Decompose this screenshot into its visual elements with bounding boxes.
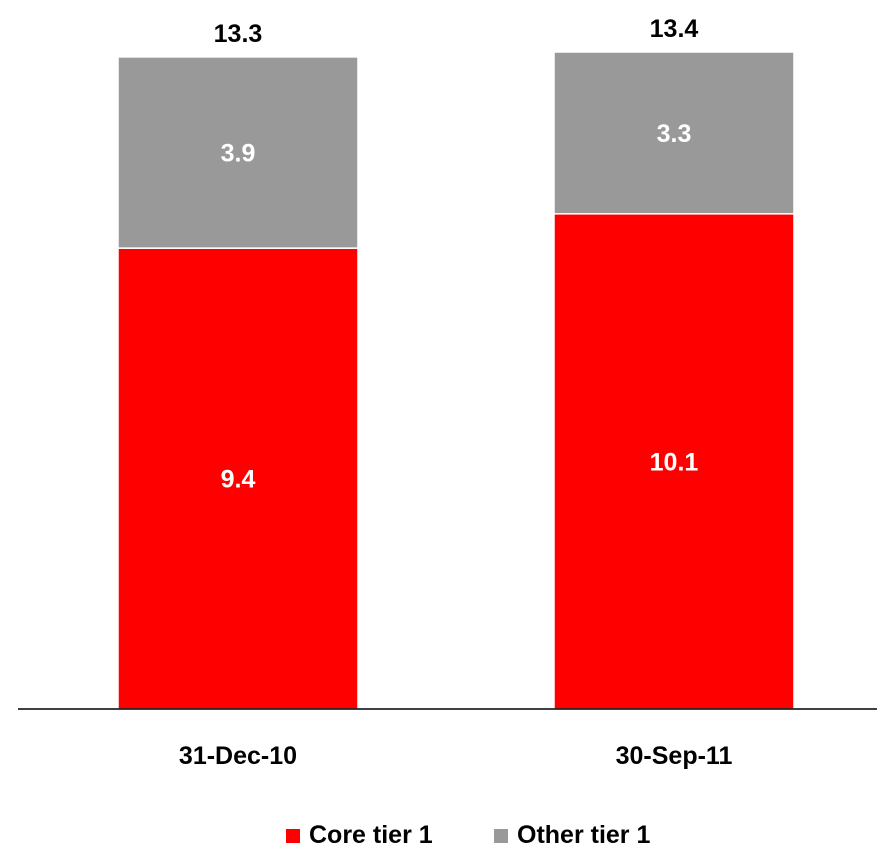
labels-layer: 9.4 3.9 13.3 10.1 3.3 13.4 xyxy=(214,15,699,494)
legend-swatch xyxy=(494,829,508,843)
legend-label: Core tier 1 xyxy=(309,821,433,849)
total-label: 13.3 xyxy=(214,20,263,48)
data-label: 3.3 xyxy=(657,120,692,148)
x-tick-labels: 31-Dec-10 30-Sep-11 xyxy=(179,742,733,770)
legend: Core tier 1 Other tier 1 xyxy=(286,821,650,849)
data-label: 3.9 xyxy=(221,140,256,168)
bars-layer xyxy=(117,51,795,710)
x-tick-label: 30-Sep-11 xyxy=(616,742,733,770)
data-label: 9.4 xyxy=(221,466,256,494)
total-label: 13.4 xyxy=(650,15,699,43)
legend-item-core-tier-1: Core tier 1 xyxy=(286,821,433,849)
legend-label: Other tier 1 xyxy=(517,821,650,849)
bar-segment-other-tier-1-2 xyxy=(553,51,795,215)
legend-item-other-tier-1: Other tier 1 xyxy=(494,821,650,849)
legend-swatch xyxy=(286,829,300,843)
x-tick-label: 31-Dec-10 xyxy=(179,742,297,770)
data-label: 10.1 xyxy=(650,448,699,476)
bar-segment-other-tier-1-1 xyxy=(117,56,359,249)
bar-segment-core-tier-1-1 xyxy=(117,247,359,710)
